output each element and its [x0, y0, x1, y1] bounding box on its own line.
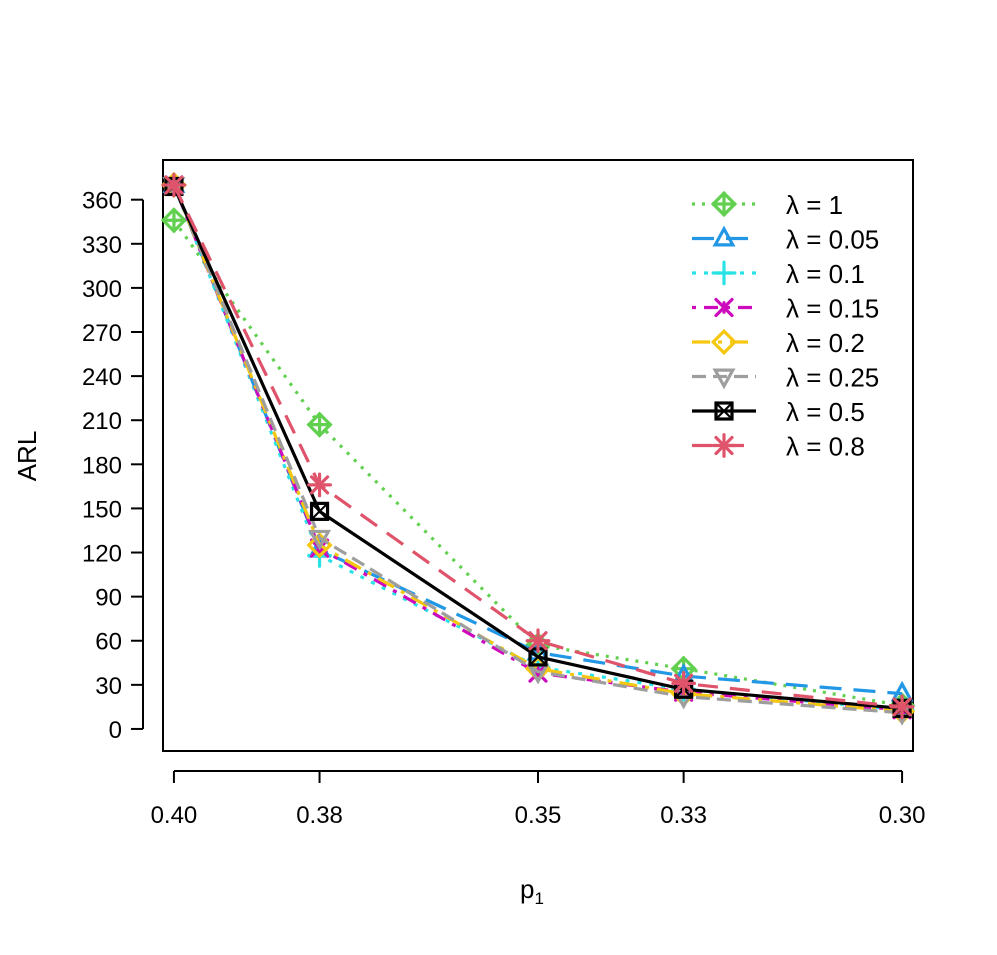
x-tick-label: 0.40 [151, 802, 198, 829]
legend-label: λ = 0.1 [786, 259, 865, 289]
x-axis: 0.40 0.38 0.35 0.33 0.30 [151, 770, 926, 829]
series-line [172, 184, 903, 715]
legend-label: λ = 0.15 [786, 294, 879, 324]
y-tick-label: 240 [82, 364, 122, 391]
legend-marker [710, 328, 738, 356]
x-tick-label: 0.33 [660, 802, 707, 829]
y-tick-label: 360 [82, 188, 122, 215]
data-point [671, 670, 697, 696]
y-axis-title: ARL [12, 431, 42, 482]
series-line [172, 184, 903, 696]
plot-frame [162, 159, 914, 752]
legend-label: λ = 0.05 [786, 225, 879, 255]
series-layer [160, 171, 916, 726]
legend-item: λ = 0.15 [692, 294, 879, 324]
series-0.8 [161, 172, 915, 720]
y-tick-label: 150 [82, 496, 122, 523]
data-point [161, 172, 187, 198]
data-point [309, 501, 330, 521]
legend-marker [710, 190, 738, 218]
legend-label: λ = 1 [786, 190, 843, 220]
y-tick-label: 60 [95, 629, 122, 656]
legend-item: λ = 0.25 [692, 363, 879, 393]
legend-marker [711, 260, 737, 286]
legend-marker [711, 433, 737, 458]
legend-label: λ = 0.25 [786, 363, 879, 393]
legend-item: λ = 0.05 [692, 225, 879, 255]
legend-marker [712, 368, 736, 390]
y-tick-label: 120 [82, 541, 122, 568]
legend-item: λ = 0.5 [692, 397, 865, 427]
x-axis-title-subscript: 1 [535, 889, 544, 908]
legend-label: λ = 0.5 [786, 397, 865, 427]
y-tick-label: 330 [82, 232, 122, 259]
x-tick-label: 0.30 [879, 802, 926, 829]
y-tick-label: 210 [82, 408, 122, 435]
y-tick-label: 30 [95, 673, 122, 700]
y-tick-label: 270 [82, 320, 122, 347]
data-point [308, 529, 332, 551]
legend-item: λ = 0.2 [692, 328, 865, 358]
x-tick-label: 0.38 [296, 802, 343, 829]
data-point [306, 411, 333, 438]
series-line [172, 184, 903, 712]
legend-item: λ = 1 [692, 190, 843, 220]
x-tick-label: 0.35 [515, 802, 562, 829]
y-axis: 0 30 60 90 120 150 180 210 240 270 300 330 360 [82, 188, 144, 744]
x-axis-title: p1 [520, 874, 544, 908]
y-tick-label: 180 [82, 452, 122, 479]
data-point [307, 472, 332, 498]
x-axis-title-main: p [520, 874, 534, 904]
legend-label: λ = 0.8 [786, 432, 865, 462]
legend-marker [714, 297, 734, 318]
data-point [525, 628, 551, 654]
legend-item: λ = 0.1 [692, 259, 865, 289]
legend-marker [712, 225, 736, 247]
data-point [889, 694, 915, 720]
y-tick-label: 90 [95, 585, 122, 612]
legend-item: λ = 0.8 [692, 432, 865, 462]
legend-marker [714, 401, 734, 421]
y-tick-label: 0 [109, 717, 122, 744]
series-line [172, 184, 903, 712]
y-tick-label: 300 [82, 276, 122, 303]
legend: λ = 1 λ = 0.05 λ = 0.1 λ = 0.15 λ = 0.2 λ = 0… [692, 190, 879, 462]
data-point [160, 207, 187, 234]
legend-label: λ = 0.2 [786, 328, 865, 358]
